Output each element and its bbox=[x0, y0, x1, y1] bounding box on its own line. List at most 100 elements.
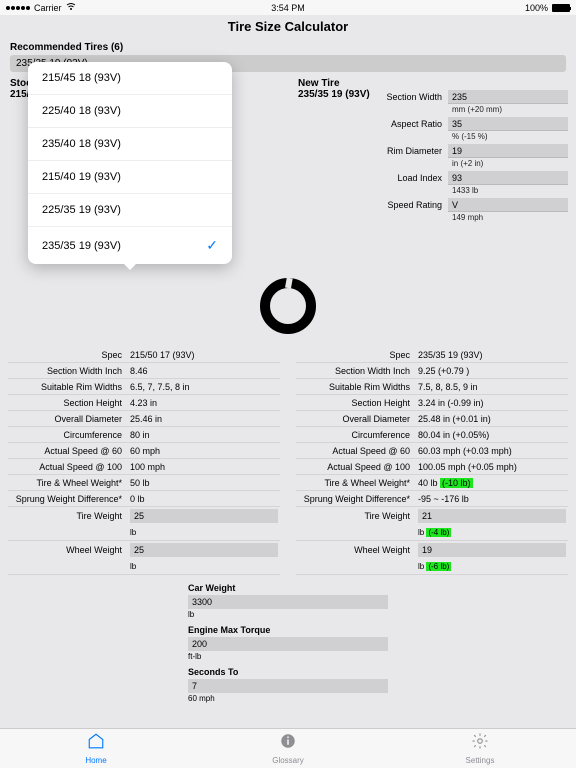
l2-circ: Circumference bbox=[296, 430, 416, 440]
tab-settings[interactable]: Settings bbox=[384, 729, 576, 768]
carrier-label: Carrier bbox=[34, 3, 62, 13]
l2-s100: Actual Speed @ 100 bbox=[296, 462, 416, 472]
clock: 3:54 PM bbox=[271, 3, 305, 13]
l2-tw: Tire Weight bbox=[296, 511, 416, 521]
new-tire-params: Section Width mm (+20 mm) Aspect Ratio %… bbox=[368, 90, 568, 225]
dropdown-option[interactable]: 215/45 18 (93V) bbox=[28, 62, 232, 95]
dropdown-option[interactable]: 235/35 19 (93V)✓ bbox=[28, 227, 232, 264]
speed-rating-sub: 149 mph bbox=[448, 212, 568, 223]
speed-rating-input[interactable] bbox=[448, 198, 568, 212]
signal-dots-icon bbox=[6, 6, 30, 10]
l2-s60: Actual Speed @ 60 bbox=[296, 446, 416, 456]
dropdown-option[interactable]: 215/40 19 (93V) bbox=[28, 161, 232, 194]
stock-sh: 4.23 in bbox=[128, 396, 280, 410]
stock-tw-sub: lb bbox=[128, 527, 138, 538]
torque-label: Engine Max Torque bbox=[188, 623, 388, 637]
car-weight-label: Car Weight bbox=[188, 581, 388, 595]
speed-rating-label: Speed Rating bbox=[368, 198, 448, 210]
l-tw: Tire Weight bbox=[8, 511, 128, 521]
stock-rim: 6.5, 7, 7.5, 8 in bbox=[128, 380, 280, 394]
dropdown-popover: 215/45 18 (93V) 225/40 18 (93V) 235/40 1… bbox=[28, 62, 232, 264]
loading-spinner bbox=[0, 272, 576, 343]
new-wheel-weight-input[interactable] bbox=[418, 543, 566, 557]
center-inputs: Car Weight lb Engine Max Torque ft-lb Se… bbox=[188, 581, 388, 707]
spec-columns: Spec215/50 17 (93V) Section Width Inch8.… bbox=[0, 347, 576, 575]
new-spec: 235/35 19 (93V) bbox=[416, 348, 568, 362]
stock-ww-sub: lb bbox=[128, 561, 138, 572]
torque-sub: ft-lb bbox=[188, 651, 388, 665]
new-circ: 80.04 in (+0.05%) bbox=[416, 428, 568, 442]
car-weight-input[interactable] bbox=[188, 595, 388, 609]
stock-s100: 100 mph bbox=[128, 460, 280, 474]
l-ww: Wheel Weight bbox=[8, 545, 128, 555]
l2-spec: Spec bbox=[296, 350, 416, 360]
page-title: Tire Size Calculator bbox=[0, 15, 576, 38]
l-swi: Section Width Inch bbox=[8, 366, 128, 376]
load-index-label: Load Index bbox=[368, 171, 448, 183]
new-spec-col: Spec235/35 19 (93V) Section Width Inch9.… bbox=[288, 347, 576, 575]
l-rim: Suitable Rim Widths bbox=[8, 382, 128, 392]
new-swi: 9.25 (+0.79 ) bbox=[416, 364, 568, 378]
l2-ww: Wheel Weight bbox=[296, 545, 416, 555]
car-weight-sub: lb bbox=[188, 609, 388, 623]
rim-diameter-input[interactable] bbox=[448, 144, 568, 158]
seconds-to-label: Seconds To bbox=[188, 665, 388, 679]
aspect-ratio-sub: % (-15 %) bbox=[448, 131, 568, 142]
section-width-input[interactable] bbox=[448, 90, 568, 104]
gear-icon bbox=[471, 732, 489, 755]
torque-input[interactable] bbox=[188, 637, 388, 651]
new-s60: 60.03 mph (+0.03 mph) bbox=[416, 444, 568, 458]
check-icon: ✓ bbox=[206, 237, 218, 254]
rim-diameter-sub: in (+2 in) bbox=[448, 158, 568, 169]
status-bar: Carrier 3:54 PM 100% bbox=[0, 0, 576, 15]
l2-tww: Tire & Wheel Weight* bbox=[296, 478, 416, 488]
seconds-to-sub: 60 mph bbox=[188, 693, 388, 707]
l-sh: Section Height bbox=[8, 398, 128, 408]
stock-tire-weight-input[interactable] bbox=[130, 509, 278, 523]
rim-diameter-label: Rim Diameter bbox=[368, 144, 448, 156]
stock-swi: 8.46 bbox=[128, 364, 280, 378]
new-sh: 3.24 in (-0.99 in) bbox=[416, 396, 568, 410]
l-s60: Actual Speed @ 60 bbox=[8, 446, 128, 456]
new-sd: -95 ~ -176 lb bbox=[416, 492, 568, 506]
l-od: Overall Diameter bbox=[8, 414, 128, 424]
stock-wheel-weight-input[interactable] bbox=[130, 543, 278, 557]
aspect-ratio-input[interactable] bbox=[448, 117, 568, 131]
seconds-to-input[interactable] bbox=[188, 679, 388, 693]
dropdown-option[interactable]: 235/40 18 (93V) bbox=[28, 128, 232, 161]
new-rim: 7.5, 8, 8.5, 9 in bbox=[416, 380, 568, 394]
l-spec: Spec bbox=[8, 350, 128, 360]
spinner-icon bbox=[260, 278, 316, 334]
tab-bar: Home Glossary Settings bbox=[0, 728, 576, 768]
dropdown-option[interactable]: 225/40 18 (93V) bbox=[28, 95, 232, 128]
info-icon bbox=[279, 732, 297, 755]
tab-glossary[interactable]: Glossary bbox=[192, 729, 384, 768]
battery-icon bbox=[552, 4, 570, 12]
stock-circ: 80 in bbox=[128, 428, 280, 442]
stock-spec-col: Spec215/50 17 (93V) Section Width Inch8.… bbox=[0, 347, 288, 575]
new-tire-weight-input[interactable] bbox=[418, 509, 566, 523]
l2-od: Overall Diameter bbox=[296, 414, 416, 424]
tab-glossary-label: Glossary bbox=[272, 756, 304, 765]
new-tw-sub: lb (-4 lb) bbox=[416, 527, 453, 538]
tab-settings-label: Settings bbox=[466, 756, 495, 765]
l2-sh: Section Height bbox=[296, 398, 416, 408]
new-ww-sub: lb (-6 lb) bbox=[416, 561, 453, 572]
l-sd: Sprung Weight Difference* bbox=[8, 494, 128, 504]
battery-pct: 100% bbox=[525, 3, 548, 13]
l-s100: Actual Speed @ 100 bbox=[8, 462, 128, 472]
l-circ: Circumference bbox=[8, 430, 128, 440]
load-index-input[interactable] bbox=[448, 171, 568, 185]
stock-sd: 0 lb bbox=[128, 492, 280, 506]
l2-rim: Suitable Rim Widths bbox=[296, 382, 416, 392]
dropdown-option[interactable]: 225/35 19 (93V) bbox=[28, 194, 232, 227]
tab-home[interactable]: Home bbox=[0, 729, 192, 768]
stock-spec: 215/50 17 (93V) bbox=[128, 348, 280, 362]
tab-home-label: Home bbox=[85, 756, 106, 765]
l-tww: Tire & Wheel Weight* bbox=[8, 478, 128, 488]
new-s100: 100.05 mph (+0.05 mph) bbox=[416, 460, 568, 474]
new-od: 25.48 in (+0.01 in) bbox=[416, 412, 568, 426]
new-tire-title: New Tire bbox=[298, 78, 566, 89]
aspect-ratio-label: Aspect Ratio bbox=[368, 117, 448, 129]
section-width-sub: mm (+20 mm) bbox=[448, 104, 568, 115]
